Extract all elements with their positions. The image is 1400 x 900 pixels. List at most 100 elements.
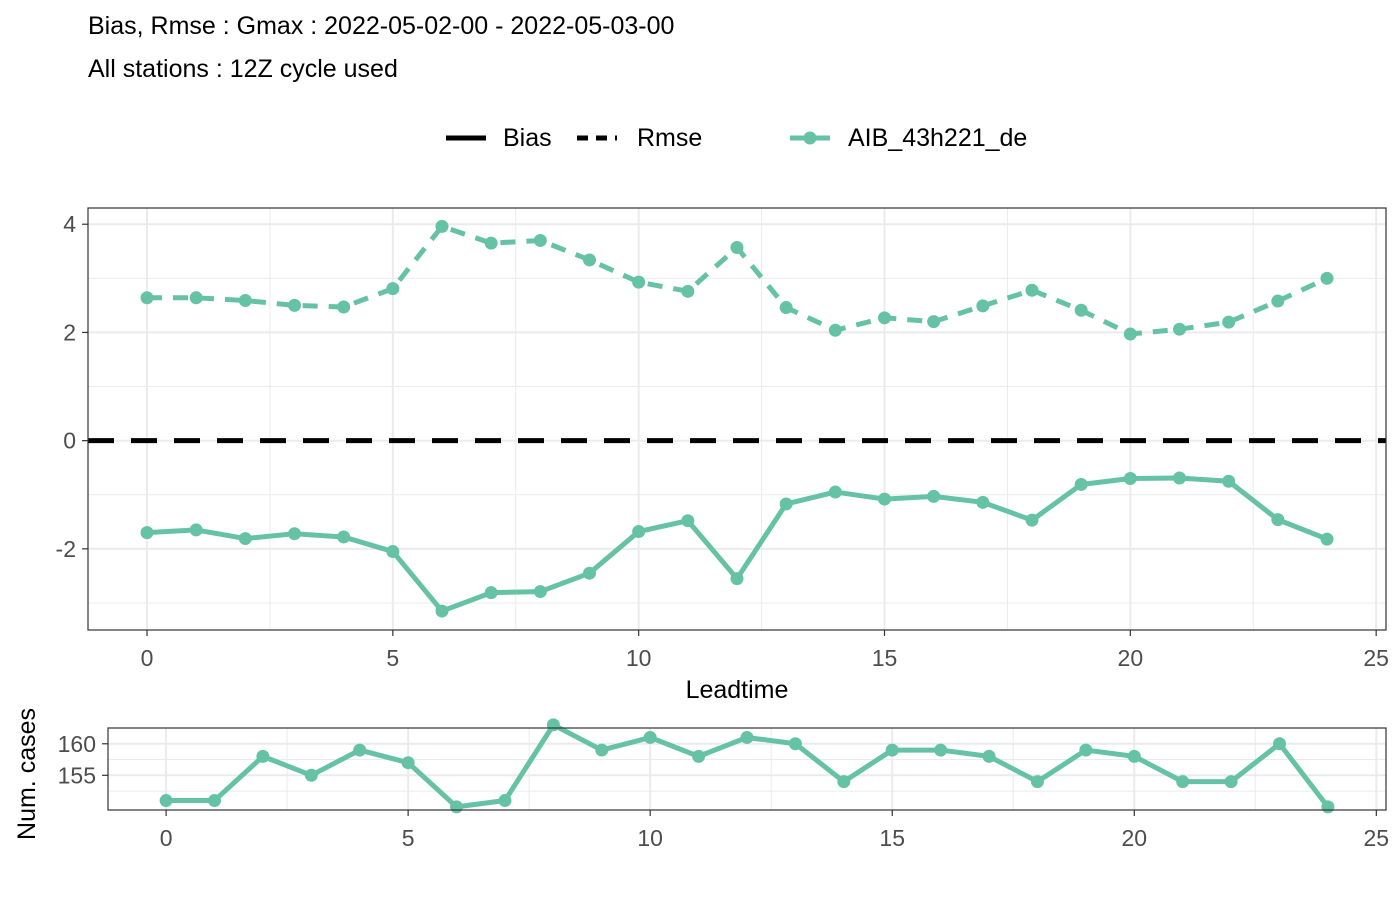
data-point-bias <box>1025 513 1039 527</box>
top-y-ticks: -2 0 2 4 <box>56 211 88 562</box>
data-point-num-cases <box>450 800 464 814</box>
data-point-bias <box>878 492 891 506</box>
data-point-num-cases <box>1224 775 1238 789</box>
data-point-bias <box>337 530 351 544</box>
x-tick-label: 25 <box>1363 645 1389 671</box>
x-tick-label: 15 <box>872 645 898 671</box>
x-tick-label: 15 <box>879 825 905 851</box>
data-point-num-cases <box>498 794 512 808</box>
data-point-bias <box>632 525 646 539</box>
series-line-bias <box>146 475 1328 614</box>
data-point-rmse <box>484 236 498 250</box>
data-point-num-cases <box>643 730 657 744</box>
data-point-rmse <box>1173 322 1186 336</box>
x-tick-label: 5 <box>386 645 399 671</box>
data-point-num-cases <box>208 794 221 808</box>
x-tick-label: 0 <box>141 645 154 671</box>
data-point-num-cases <box>595 743 609 757</box>
data-point-rmse <box>1271 294 1285 308</box>
data-point-num-cases <box>256 749 270 763</box>
data-point-bias <box>533 585 547 599</box>
bottom-panel-border <box>107 727 1387 811</box>
x-tick-label: 25 <box>1364 825 1390 851</box>
legend-label-series: AIB_43h221_de <box>848 124 1027 152</box>
data-point-rmse <box>632 275 646 289</box>
data-point-num-cases <box>837 775 851 789</box>
x-tick-label: 20 <box>1118 645 1144 671</box>
data-point-bias <box>140 526 154 540</box>
data-point-rmse <box>435 219 449 233</box>
data-point-bias <box>1222 474 1236 488</box>
data-point-bias <box>1271 513 1285 527</box>
legend-key-series-point <box>803 131 817 145</box>
data-point-num-cases <box>353 743 367 757</box>
data-point-bias <box>1074 477 1088 491</box>
data-point-num-cases <box>546 718 560 732</box>
data-point-bias <box>1320 532 1334 546</box>
data-point-rmse <box>976 299 990 313</box>
y-tick-label: -2 <box>56 536 76 562</box>
data-point-num-cases <box>982 749 996 763</box>
data-point-bias <box>238 532 252 546</box>
data-point-rmse <box>1222 315 1236 329</box>
x-axis-title: Leadtime <box>686 676 789 704</box>
data-point-num-cases <box>1127 749 1141 763</box>
data-point-rmse <box>189 291 203 305</box>
data-point-num-cases <box>1273 737 1286 751</box>
top-x-ticks: 0 5 10 15 20 25 <box>141 630 1389 671</box>
data-point-bias <box>976 495 990 509</box>
data-point-rmse <box>1320 271 1334 285</box>
legend: Bias Rmse AIB_43h221_de <box>446 124 1027 152</box>
top-series-lines <box>146 223 1329 614</box>
data-point-bias <box>288 527 301 541</box>
data-point-num-cases <box>692 749 706 763</box>
data-point-rmse <box>730 240 744 254</box>
data-point-num-cases <box>788 737 802 751</box>
data-point-rmse <box>386 282 400 296</box>
x-tick-label: 5 <box>402 825 415 851</box>
x-tick-label: 10 <box>626 645 652 671</box>
chart-subtitle: All stations : 12Z cycle used <box>88 55 398 83</box>
data-point-rmse <box>337 300 351 314</box>
data-point-bias <box>1173 471 1186 485</box>
data-point-num-cases <box>304 768 318 782</box>
y-tick-label: 160 <box>58 731 96 757</box>
x-tick-label: 0 <box>160 825 173 851</box>
legend-label-rmse: Rmse <box>637 124 702 152</box>
data-point-bias <box>583 566 596 580</box>
data-point-rmse <box>238 294 252 308</box>
data-point-num-cases <box>1176 775 1190 789</box>
data-point-num-cases <box>1030 775 1044 789</box>
data-point-bias <box>484 586 498 600</box>
data-point-num-cases <box>401 756 415 770</box>
legend-label-bias: Bias <box>503 124 552 152</box>
data-point-num-cases <box>885 743 899 757</box>
bottom-series-points <box>159 718 1335 814</box>
y-tick-label: 155 <box>58 762 96 788</box>
data-point-bias <box>435 604 449 618</box>
data-point-rmse <box>681 284 695 298</box>
data-point-rmse <box>1074 303 1088 317</box>
data-point-num-cases <box>159 794 173 808</box>
data-point-rmse <box>288 298 301 312</box>
x-tick-label: 20 <box>1121 825 1147 851</box>
data-point-rmse <box>779 301 793 315</box>
data-point-num-cases <box>934 743 948 757</box>
data-point-bias <box>189 523 203 537</box>
x-tick-label: 10 <box>637 825 663 851</box>
data-point-rmse <box>533 233 547 247</box>
bottom-x-ticks: 0 5 10 15 20 25 <box>160 810 1389 851</box>
data-point-bias <box>1123 472 1137 486</box>
data-point-rmse <box>878 311 891 325</box>
top-panel-border <box>87 207 1387 631</box>
y-tick-label: 0 <box>63 428 76 454</box>
y-tick-label: 4 <box>63 211 76 237</box>
y-axis-title-num-cases: Num. cases <box>13 708 41 840</box>
data-point-num-cases <box>740 730 754 744</box>
data-point-rmse <box>828 323 842 337</box>
data-point-rmse <box>140 291 154 305</box>
data-point-rmse <box>1123 327 1137 341</box>
